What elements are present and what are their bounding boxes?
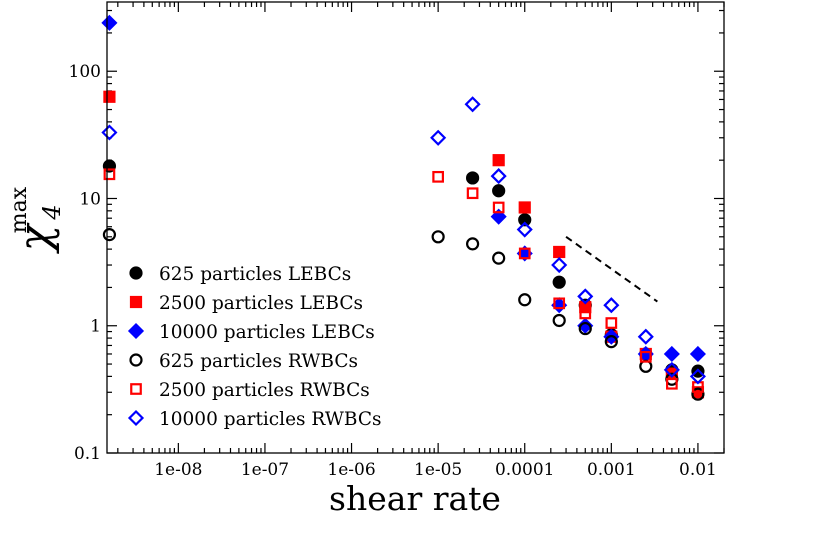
data-point xyxy=(466,237,480,251)
data-point xyxy=(518,213,532,227)
data-point xyxy=(103,90,116,103)
x-tick-label: 1e-08 xyxy=(154,460,202,480)
data-points xyxy=(101,14,706,401)
legend-label: 625 particles LEBCs xyxy=(159,264,351,285)
legend-label: 2500 particles LEBCs xyxy=(159,293,363,314)
data-point xyxy=(691,387,705,401)
x-tick-label: 1e-07 xyxy=(241,460,289,480)
legend-entry: 2500 particles RWBCs xyxy=(130,380,370,401)
data-point xyxy=(663,345,680,363)
data-point xyxy=(466,171,480,185)
legend: 625 particles LEBCs 2500 particles LEBCs 1… xyxy=(127,264,382,430)
data-point xyxy=(492,154,505,167)
data-point xyxy=(551,256,568,274)
series-3 xyxy=(101,14,706,363)
data-point xyxy=(603,297,620,314)
data-point xyxy=(577,288,594,305)
data-point xyxy=(101,14,118,31)
reference-slope-line xyxy=(565,235,658,303)
data-point xyxy=(464,96,481,113)
legend-entry: 625 particles RWBCs xyxy=(129,351,358,372)
data-point xyxy=(553,297,566,310)
legend-marker xyxy=(129,295,143,309)
data-point xyxy=(605,317,618,329)
legend-entry: 2500 particles LEBCs xyxy=(129,293,363,314)
data-point xyxy=(430,129,447,146)
axis-tick-labels: 1e-08 1e-07 1e-06 1e-05 0.0001 0.001 0.01 0.1 1 1… xyxy=(69,62,717,480)
plot-frame xyxy=(106,1,725,454)
legend-marker xyxy=(129,266,143,280)
legend-marker xyxy=(127,409,145,427)
data-point xyxy=(492,201,505,214)
data-point xyxy=(604,335,618,349)
x-tick-label: 0.0001 xyxy=(495,460,554,480)
y-tick-label: 100 xyxy=(69,62,101,82)
y-axis-label-superscript: max xyxy=(7,186,32,233)
data-point xyxy=(689,345,706,363)
data-point xyxy=(490,208,507,225)
data-point xyxy=(553,245,566,259)
legend-marker xyxy=(130,383,142,395)
x-axis-label: shear rate xyxy=(329,479,501,518)
x-tick-label: 0.01 xyxy=(679,460,717,480)
data-point xyxy=(577,317,594,334)
data-point xyxy=(552,313,566,328)
data-point xyxy=(639,350,652,363)
x-tick-label: 0.001 xyxy=(587,460,636,480)
data-point xyxy=(518,247,531,260)
legend-marker xyxy=(127,322,145,340)
legend-marker xyxy=(129,353,143,367)
series-6 xyxy=(101,96,706,385)
data-point xyxy=(518,293,532,307)
legend-entry: 10000 particles RWBCs xyxy=(127,409,382,430)
data-point xyxy=(492,184,506,198)
data-point xyxy=(637,328,654,345)
data-point xyxy=(579,307,592,320)
data-point xyxy=(466,187,479,200)
y-tick-label: 0.1 xyxy=(74,444,101,464)
legend-label: 2500 particles RWBCs xyxy=(159,380,370,401)
data-point xyxy=(490,168,507,185)
data-point xyxy=(666,377,678,390)
data-point xyxy=(689,368,706,385)
data-point xyxy=(578,321,592,336)
series-5 xyxy=(103,168,704,393)
data-point xyxy=(552,275,566,289)
x-tick-label: 1e-05 xyxy=(414,460,462,480)
annotations xyxy=(565,235,658,303)
y-tick-label: 1 xyxy=(90,317,101,337)
data-point xyxy=(101,124,118,141)
data-point xyxy=(431,230,445,244)
data-point xyxy=(518,201,531,214)
y-tick-label: 10 xyxy=(79,189,101,209)
data-point xyxy=(103,168,116,181)
y-axis-label-subscript: 4 xyxy=(38,204,66,220)
legend-label: 10000 particles RWBCs xyxy=(159,409,382,430)
y-axis-label-base: χ xyxy=(10,222,61,254)
data-point xyxy=(516,221,533,238)
legend-entry: 625 particles LEBCs xyxy=(129,264,351,285)
legend-entry: 10000 particles LEBCs xyxy=(127,322,375,343)
data-point xyxy=(492,251,506,265)
x-tick-label: 1e-06 xyxy=(327,460,375,480)
data-point xyxy=(102,228,117,242)
legend-label: 625 particles RWBCs xyxy=(159,351,358,372)
data-point xyxy=(432,170,444,183)
y-axis-label: χ 4 max xyxy=(7,186,66,254)
legend-label: 10000 particles LEBCs xyxy=(159,322,375,343)
data-point xyxy=(663,361,680,378)
